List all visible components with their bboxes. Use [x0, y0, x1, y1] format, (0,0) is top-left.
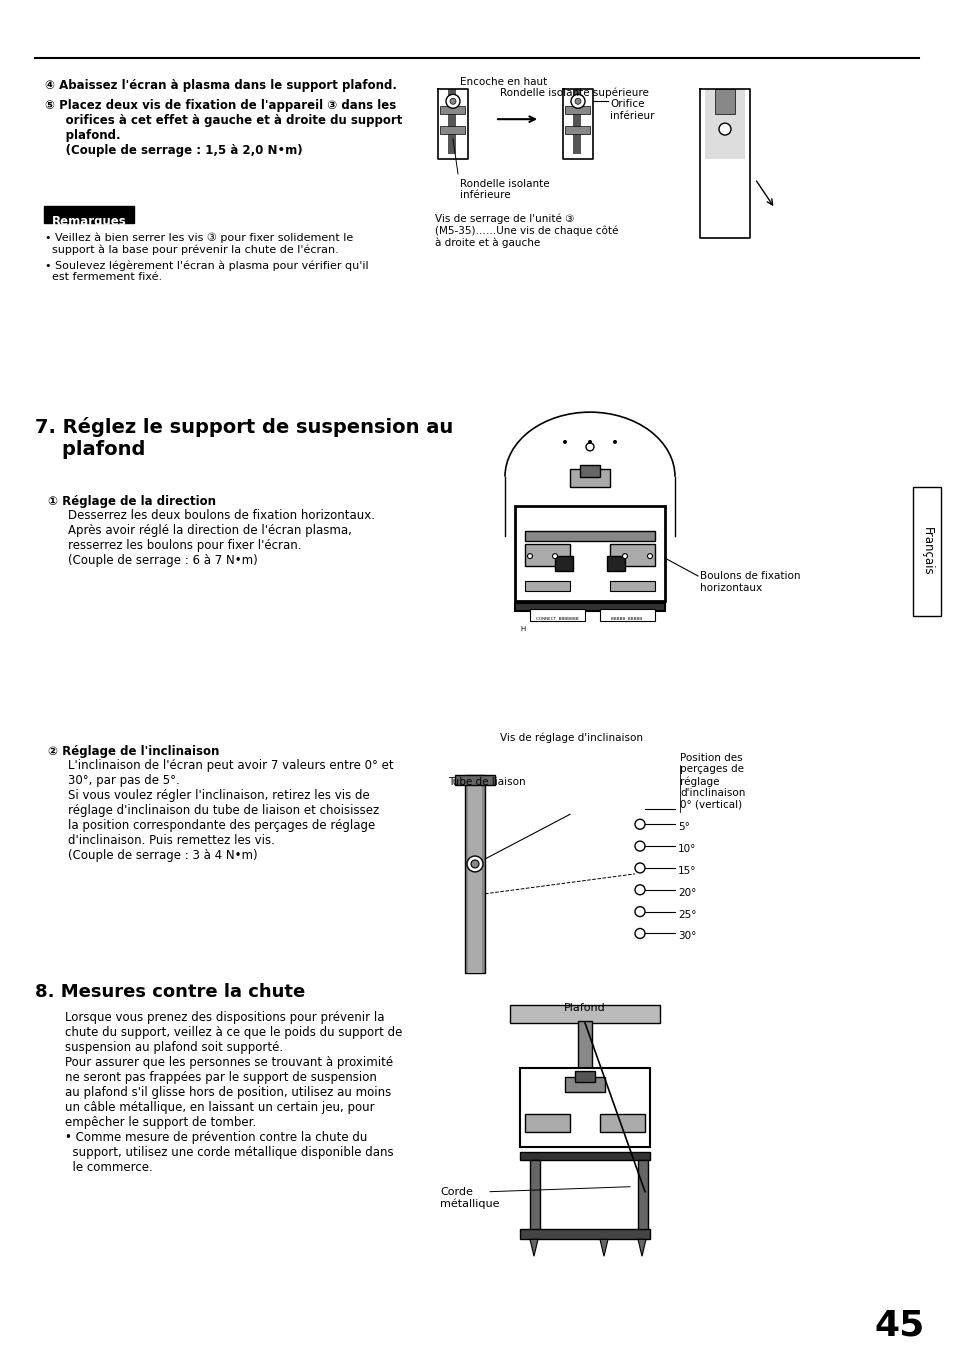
- Text: CONNECT  BBBBBBB: CONNECT BBBBBBB: [535, 617, 578, 621]
- Bar: [524, 580, 569, 591]
- Circle shape: [647, 554, 652, 559]
- Bar: [439, 126, 464, 134]
- Text: 5°: 5°: [678, 822, 689, 832]
- Bar: [575, 1071, 595, 1083]
- Bar: [578, 1021, 592, 1072]
- Circle shape: [575, 99, 580, 104]
- Text: • Soulevez légèrement l'écran à plasma pour vérifier qu'il
  est fermement fixé.: • Soulevez légèrement l'écran à plasma p…: [45, 261, 368, 282]
- Bar: [704, 89, 744, 159]
- Bar: [530, 1160, 539, 1231]
- Circle shape: [527, 554, 532, 559]
- Circle shape: [467, 856, 482, 872]
- Text: 7. Réglez le support de suspension au
    plafond: 7. Réglez le support de suspension au pl…: [35, 417, 453, 459]
- Bar: [569, 468, 609, 486]
- Circle shape: [562, 440, 566, 444]
- Text: Plafond: Plafond: [563, 1003, 605, 1012]
- Circle shape: [571, 95, 584, 108]
- Bar: [448, 89, 456, 154]
- Text: Desserrez les deux boulons de fixation horizontaux.
Après avoir réglé la directi: Desserrez les deux boulons de fixation h…: [68, 509, 375, 567]
- Circle shape: [446, 95, 459, 108]
- Bar: [519, 1152, 649, 1160]
- Text: 8. Mesures contre la chute: 8. Mesures contre la chute: [35, 983, 305, 1002]
- Text: Vis de serrage de l'unité ③
(M5-35)……Une vis de chaque côté
à droite et à gauche: Vis de serrage de l'unité ③ (M5-35)……Une…: [435, 213, 618, 248]
- Bar: [524, 544, 569, 566]
- Text: BBBBB  BBBBB: BBBBB BBBBB: [611, 617, 642, 621]
- Text: 25°: 25°: [678, 910, 696, 919]
- Bar: [515, 506, 664, 601]
- Bar: [455, 775, 495, 784]
- Bar: [468, 775, 481, 973]
- Circle shape: [613, 440, 617, 444]
- Text: Boulons de fixation
horizontaux: Boulons de fixation horizontaux: [700, 571, 800, 593]
- Text: 45: 45: [874, 1310, 924, 1343]
- Bar: [524, 1114, 569, 1133]
- Bar: [439, 107, 464, 115]
- Bar: [564, 126, 589, 134]
- Text: • Veillez à bien serrer les vis ③ pour fixer solidement le
  support à la base p: • Veillez à bien serrer les vis ③ pour f…: [45, 232, 353, 255]
- Text: ④ Abaissez l'écran à plasma dans le support plafond.: ④ Abaissez l'écran à plasma dans le supp…: [45, 80, 396, 92]
- Bar: [510, 1004, 659, 1023]
- Text: Vis de réglage d'inclinaison: Vis de réglage d'inclinaison: [499, 733, 642, 744]
- Bar: [515, 603, 664, 610]
- Bar: [564, 1077, 604, 1092]
- Bar: [519, 1230, 649, 1239]
- Bar: [564, 107, 589, 115]
- Text: Corde
métallique: Corde métallique: [439, 1187, 499, 1208]
- Text: 30°: 30°: [678, 931, 696, 941]
- Text: H: H: [519, 625, 525, 632]
- Bar: [606, 556, 624, 571]
- Circle shape: [552, 554, 557, 559]
- Text: Encoche en haut: Encoche en haut: [459, 77, 547, 88]
- Circle shape: [719, 123, 730, 135]
- Polygon shape: [530, 1239, 537, 1257]
- FancyBboxPatch shape: [44, 205, 133, 224]
- Bar: [714, 89, 734, 115]
- Bar: [579, 464, 599, 477]
- Text: 20°: 20°: [678, 888, 696, 898]
- Polygon shape: [599, 1239, 607, 1257]
- Text: 15°: 15°: [678, 865, 696, 876]
- Bar: [599, 1114, 644, 1133]
- Text: Lorsque vous prenez des dispositions pour prévenir la
chute du support, veillez : Lorsque vous prenez des dispositions pou…: [65, 1011, 402, 1174]
- Bar: [912, 486, 940, 616]
- Text: Remarques: Remarques: [51, 215, 126, 228]
- FancyArrowPatch shape: [756, 181, 772, 205]
- Text: Tube de liaison: Tube de liaison: [448, 776, 525, 787]
- Text: Position des
perçages de
réglage
d'inclinaison
0° (vertical): Position des perçages de réglage d'incli…: [679, 753, 744, 810]
- Text: ① Réglage de la direction: ① Réglage de la direction: [48, 494, 215, 508]
- Bar: [450, 89, 454, 97]
- Text: L'inclinaison de l'écran peut avoir 7 valeurs entre 0° et
30°, par pas de 5°.
Si: L'inclinaison de l'écran peut avoir 7 va…: [68, 759, 394, 861]
- Text: Rondelle isolante supérieure: Rondelle isolante supérieure: [499, 88, 648, 99]
- Text: Français: Français: [920, 526, 933, 575]
- Bar: [609, 544, 655, 566]
- Circle shape: [450, 99, 456, 104]
- Bar: [519, 1068, 649, 1148]
- Bar: [524, 532, 655, 541]
- Bar: [573, 89, 580, 154]
- Polygon shape: [638, 1239, 645, 1257]
- Text: Rondelle isolante
inférieure: Rondelle isolante inférieure: [459, 178, 549, 200]
- Bar: [609, 580, 655, 591]
- Bar: [530, 609, 584, 621]
- Bar: [464, 775, 484, 973]
- Text: Orifice
inférieur: Orifice inférieur: [609, 100, 654, 122]
- Text: 10°: 10°: [678, 844, 696, 855]
- Bar: [555, 556, 573, 571]
- Text: ② Réglage de l'inclinaison: ② Réglage de l'inclinaison: [48, 745, 219, 757]
- Bar: [599, 609, 655, 621]
- Circle shape: [471, 860, 478, 868]
- Bar: [638, 1160, 647, 1231]
- Circle shape: [622, 554, 627, 559]
- Text: ⑤ Placez deux vis de fixation de l'appareil ③ dans les
     orifices à cet effet: ⑤ Placez deux vis de fixation de l'appar…: [45, 100, 402, 158]
- Circle shape: [587, 440, 592, 444]
